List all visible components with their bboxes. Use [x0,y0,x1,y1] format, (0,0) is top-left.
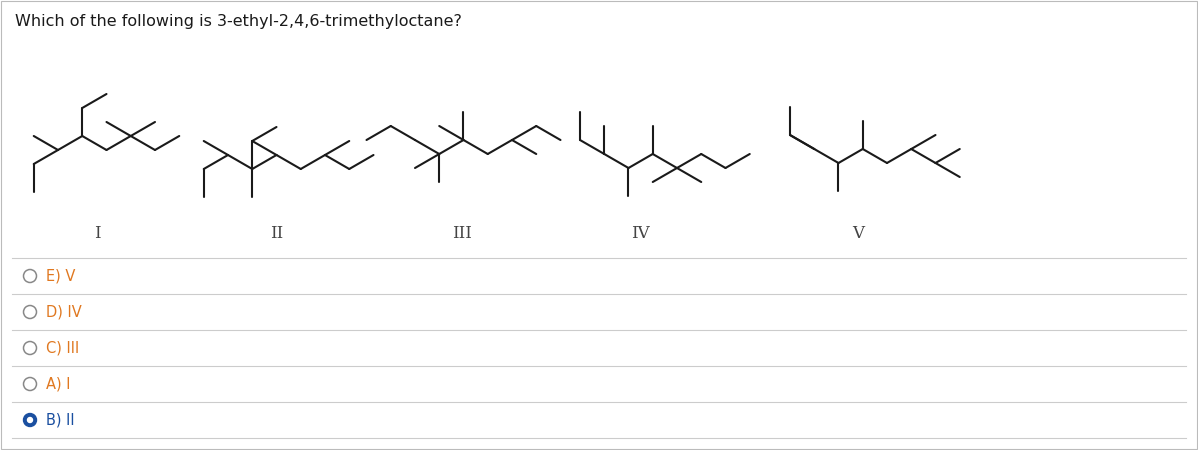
Circle shape [24,414,36,427]
Text: D) IV: D) IV [46,305,81,320]
Text: II: II [271,225,284,242]
Text: V: V [852,225,864,242]
Text: IV: IV [630,225,649,242]
Text: A) I: A) I [46,377,71,392]
Circle shape [24,342,36,355]
Text: C) III: C) III [46,341,79,356]
Circle shape [24,378,36,391]
Text: E) V: E) V [46,269,75,284]
Circle shape [28,418,32,423]
Text: III: III [452,225,472,242]
Circle shape [24,306,36,319]
Circle shape [24,270,36,283]
Text: B) II: B) II [46,413,74,428]
Text: Which of the following is 3-ethyl-2,4,6-trimethyloctane?: Which of the following is 3-ethyl-2,4,6-… [16,14,462,29]
Text: I: I [93,225,101,242]
